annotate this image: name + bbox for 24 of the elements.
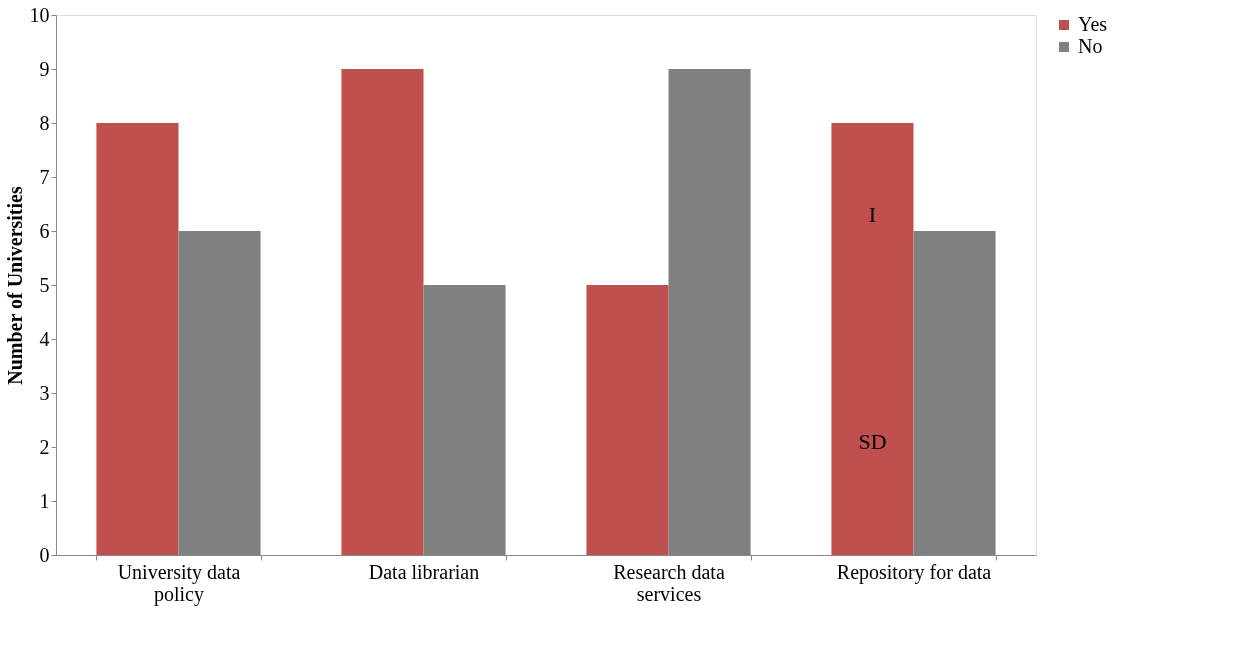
y-tick-label: 4 bbox=[39, 327, 50, 350]
x-tick-label: University data policy bbox=[117, 560, 241, 606]
y-tick-label: 9 bbox=[39, 57, 50, 80]
y-tick-label: 2 bbox=[39, 435, 50, 458]
y-tick-label: 10 bbox=[29, 3, 50, 26]
annotation: SD bbox=[858, 428, 887, 454]
y-tick-label: 7 bbox=[39, 165, 50, 188]
y-tick-label: 5 bbox=[39, 273, 50, 296]
bar bbox=[586, 285, 669, 555]
y-tick-label: 3 bbox=[39, 381, 50, 404]
bar bbox=[341, 69, 424, 555]
x-tick-label: Repository for data bbox=[836, 560, 992, 584]
y-axis-title: Number of Universities bbox=[3, 186, 26, 385]
x-tick-label: Research data services bbox=[613, 560, 725, 605]
annotation: I bbox=[868, 201, 877, 227]
y-tick-label: 6 bbox=[39, 219, 50, 242]
y-tick-label: 0 bbox=[39, 543, 50, 566]
legend-label: No bbox=[1078, 35, 1103, 57]
x-tick-label: Data librarian bbox=[368, 560, 480, 583]
bar bbox=[96, 123, 179, 555]
y-tick-label: 8 bbox=[39, 111, 50, 134]
bar bbox=[831, 123, 914, 555]
y-tick-label: 1 bbox=[39, 489, 50, 512]
legend-label: Yes bbox=[1078, 13, 1108, 35]
